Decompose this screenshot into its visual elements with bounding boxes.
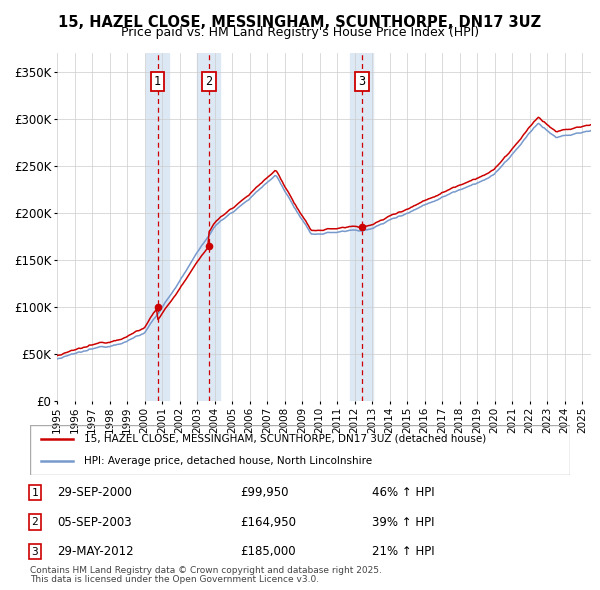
Text: Price paid vs. HM Land Registry's House Price Index (HPI): Price paid vs. HM Land Registry's House … — [121, 26, 479, 39]
Text: 1: 1 — [31, 488, 38, 497]
Text: 3: 3 — [358, 75, 365, 88]
Text: HPI: Average price, detached house, North Lincolnshire: HPI: Average price, detached house, Nort… — [84, 456, 372, 466]
Text: 1: 1 — [154, 75, 161, 88]
Text: This data is licensed under the Open Government Licence v3.0.: This data is licensed under the Open Gov… — [30, 575, 319, 584]
Bar — [350, 53, 373, 401]
Text: 29-MAY-2012: 29-MAY-2012 — [57, 545, 134, 558]
Text: £185,000: £185,000 — [240, 545, 296, 558]
Text: 15, HAZEL CLOSE, MESSINGHAM, SCUNTHORPE, DN17 3UZ: 15, HAZEL CLOSE, MESSINGHAM, SCUNTHORPE,… — [58, 15, 542, 30]
Text: Contains HM Land Registry data © Crown copyright and database right 2025.: Contains HM Land Registry data © Crown c… — [30, 566, 382, 575]
Text: 39% ↑ HPI: 39% ↑ HPI — [372, 516, 434, 529]
Text: 46% ↑ HPI: 46% ↑ HPI — [372, 486, 434, 499]
Text: £99,950: £99,950 — [240, 486, 289, 499]
Text: 29-SEP-2000: 29-SEP-2000 — [57, 486, 132, 499]
Bar — [197, 53, 220, 401]
Text: £164,950: £164,950 — [240, 516, 296, 529]
Text: 15, HAZEL CLOSE, MESSINGHAM, SCUNTHORPE, DN17 3UZ (detached house): 15, HAZEL CLOSE, MESSINGHAM, SCUNTHORPE,… — [84, 434, 486, 444]
Text: 05-SEP-2003: 05-SEP-2003 — [57, 516, 131, 529]
Text: 2: 2 — [205, 75, 212, 88]
Text: 21% ↑ HPI: 21% ↑ HPI — [372, 545, 434, 558]
Bar — [146, 53, 169, 401]
Text: 3: 3 — [31, 547, 38, 556]
Text: 2: 2 — [31, 517, 38, 527]
